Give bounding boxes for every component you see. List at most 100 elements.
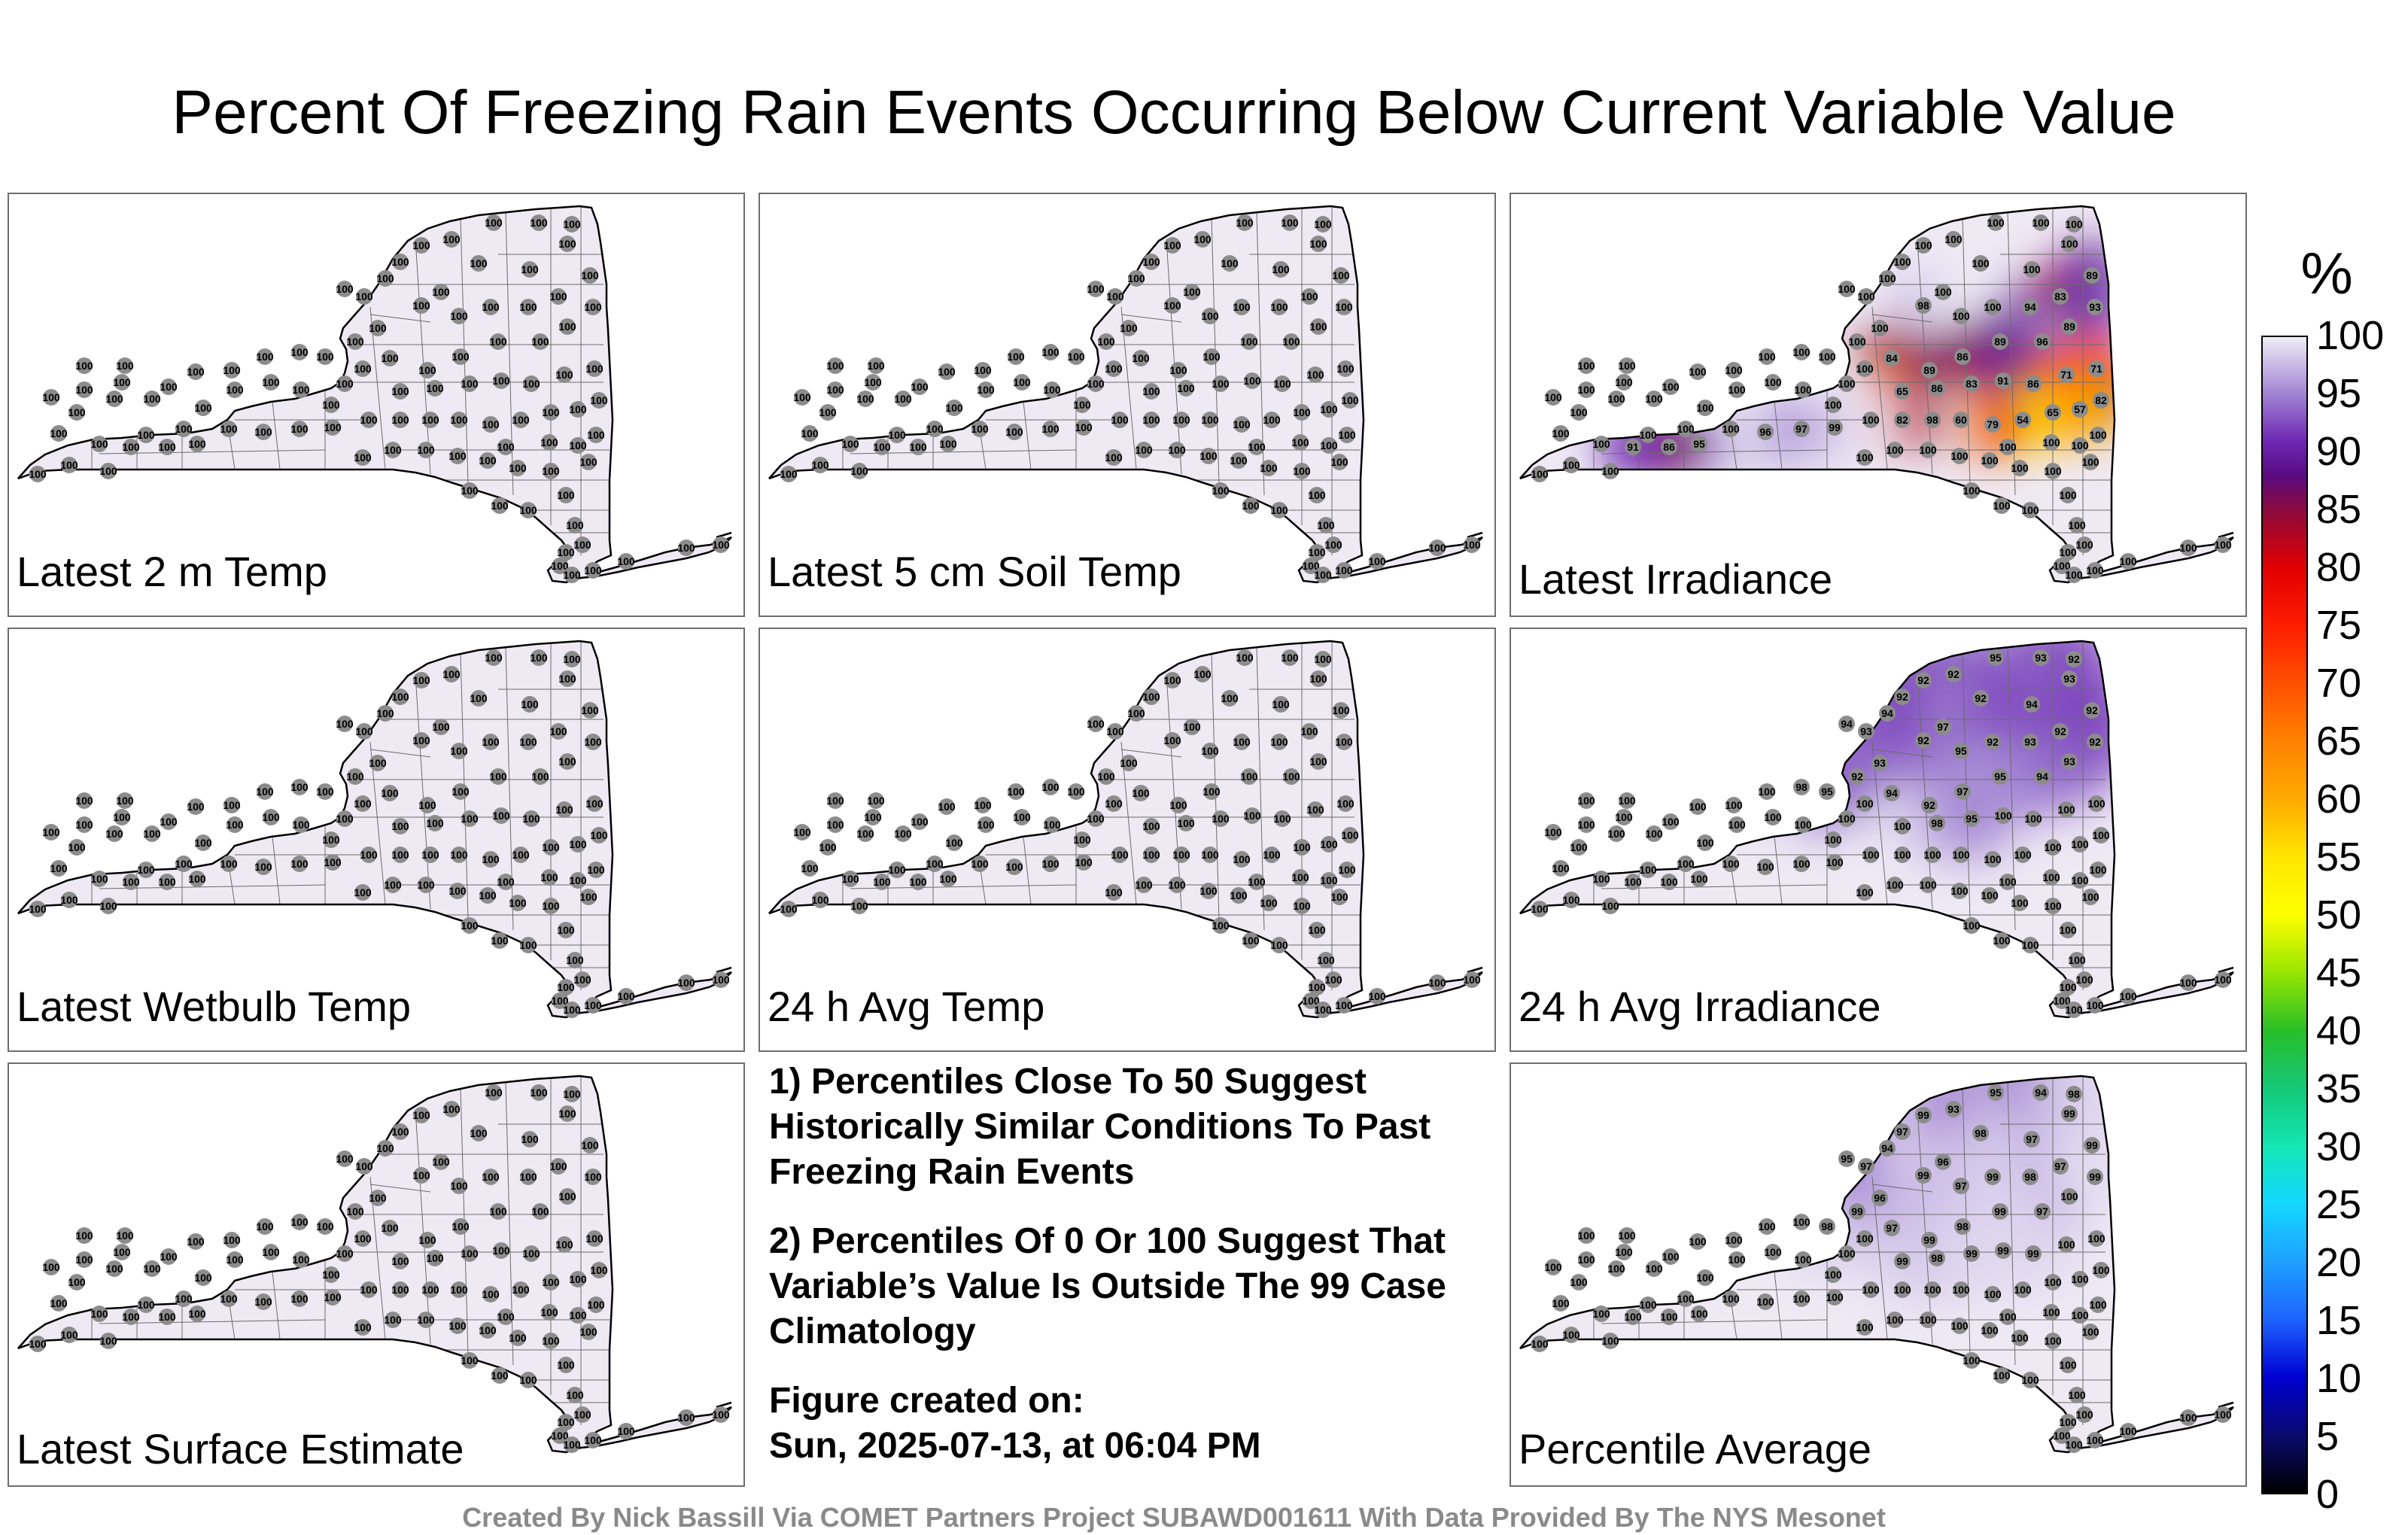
station-marker: 100 bbox=[160, 1248, 178, 1265]
station-marker: 100 bbox=[2071, 836, 2089, 853]
station-value: 100 bbox=[1163, 239, 1181, 251]
station-value: 100 bbox=[2044, 841, 2062, 853]
station-value: 100 bbox=[1552, 862, 1570, 874]
station-marker: 100 bbox=[450, 1178, 468, 1194]
station-value: 100 bbox=[1981, 1324, 1999, 1336]
station-value: 100 bbox=[2059, 546, 2077, 558]
station-value: 100 bbox=[531, 336, 549, 348]
station-marker: 86 bbox=[2025, 375, 2042, 392]
station-marker: 100 bbox=[1792, 856, 1811, 872]
station-value: 100 bbox=[2087, 798, 2105, 810]
station-marker: 100 bbox=[1293, 463, 1311, 479]
station-marker: 100 bbox=[584, 997, 602, 1014]
station-marker: 100 bbox=[2086, 997, 2104, 1014]
station-marker: 100 bbox=[461, 1245, 479, 1262]
station-marker: 100 bbox=[530, 649, 548, 666]
station-marker: 100 bbox=[479, 1322, 497, 1339]
station-value: 100 bbox=[557, 546, 575, 558]
station-value: 100 bbox=[290, 1216, 309, 1228]
station-marker: 94 bbox=[2023, 696, 2040, 713]
station-value: 100 bbox=[391, 820, 409, 832]
station-value: 100 bbox=[354, 363, 372, 375]
station-marker: 100 bbox=[226, 381, 244, 398]
station-marker: 100 bbox=[391, 383, 409, 400]
station-marker: 100 bbox=[461, 1352, 479, 1369]
station-value: 100 bbox=[1660, 876, 1678, 888]
station-value: 100 bbox=[1531, 468, 1549, 480]
station-marker: 100 bbox=[2011, 895, 2029, 911]
station-value: 100 bbox=[223, 799, 241, 811]
station-value: 100 bbox=[826, 795, 844, 807]
station-value: 100 bbox=[563, 653, 581, 665]
station-marker: 100 bbox=[1577, 381, 1595, 398]
station-value: 99 bbox=[1997, 1245, 2009, 1257]
station-value: 100 bbox=[450, 414, 468, 426]
station-value: 100 bbox=[856, 828, 874, 840]
panel-label: Latest Irradiance bbox=[1519, 555, 1833, 603]
station-value: 92 bbox=[1987, 736, 1999, 748]
station-marker: 100 bbox=[1233, 734, 1251, 750]
colorbar-tick-label: 30 bbox=[2316, 1124, 2362, 1169]
station-marker: 100 bbox=[1324, 536, 1342, 553]
station-value: 100 bbox=[60, 459, 78, 471]
station-marker: 100 bbox=[1552, 1295, 1570, 1312]
station-marker: 100 bbox=[1645, 825, 1663, 842]
station-marker: 100 bbox=[1764, 809, 1782, 825]
station-marker: 100 bbox=[1987, 214, 2005, 231]
station-marker: 100 bbox=[391, 1123, 409, 1140]
station-marker: 100 bbox=[2044, 1333, 2062, 1349]
station-marker: 100 bbox=[1201, 308, 1219, 324]
station-marker: 82 bbox=[2093, 392, 2109, 409]
station-marker: 100 bbox=[2065, 216, 2083, 233]
station-marker: 99 bbox=[1992, 1203, 2008, 1220]
station-value: 100 bbox=[194, 402, 212, 414]
station-marker: 100 bbox=[1689, 1233, 1707, 1250]
station-value: 100 bbox=[188, 873, 206, 885]
station-marker: 100 bbox=[1212, 482, 1230, 499]
station-value: 100 bbox=[530, 217, 548, 229]
station-marker: 100 bbox=[585, 1230, 604, 1247]
station-value: 100 bbox=[888, 429, 906, 441]
station-value: 100 bbox=[1728, 819, 1746, 831]
station-marker: 96 bbox=[1757, 424, 1774, 440]
station-marker: 100 bbox=[50, 860, 68, 877]
station-value: 100 bbox=[470, 1127, 488, 1139]
station-marker: 100 bbox=[939, 871, 957, 887]
station-marker: 100 bbox=[412, 1167, 430, 1184]
station-marker: 100 bbox=[519, 937, 537, 953]
station-marker: 94 bbox=[1884, 785, 1900, 801]
map-panel-latest-wetbulb-temp: 100 100 100 100 100 100 100 100 100 100 100 100 100 1… bbox=[8, 628, 745, 1052]
station-value: 100 bbox=[122, 441, 140, 453]
station-value: 100 bbox=[1183, 286, 1201, 298]
station-marker: 100 bbox=[1601, 463, 1619, 479]
station-marker: 100 bbox=[1722, 1290, 1740, 1307]
station-marker: 100 bbox=[1570, 1274, 1588, 1290]
station-marker: 100 bbox=[1075, 854, 1093, 871]
station-marker: 100 bbox=[417, 1312, 435, 1328]
station-marker: 100 bbox=[2042, 1304, 2060, 1321]
station-value: 100 bbox=[1838, 378, 1856, 390]
station-value: 100 bbox=[1306, 804, 1324, 816]
station-marker: 100 bbox=[489, 333, 507, 350]
station-value: 100 bbox=[369, 1192, 387, 1204]
station-value: 100 bbox=[1172, 849, 1190, 861]
station-value: 100 bbox=[68, 406, 86, 418]
station-value: 100 bbox=[780, 903, 798, 915]
station-marker: 92 bbox=[1921, 797, 1938, 813]
station-value: 100 bbox=[256, 786, 274, 798]
station-value: 100 bbox=[1336, 798, 1354, 810]
station-value: 100 bbox=[1142, 256, 1160, 268]
station-marker: 100 bbox=[1281, 214, 1299, 231]
station-marker: 99 bbox=[1894, 1253, 1911, 1269]
station-marker: 100 bbox=[417, 442, 435, 458]
station-marker: 100 bbox=[1919, 442, 1937, 458]
station-value: 100 bbox=[1168, 444, 1186, 456]
station-value: 98 bbox=[1926, 414, 1938, 426]
station-value: 100 bbox=[2179, 542, 2197, 554]
station-value: 100 bbox=[1544, 1261, 1562, 1273]
station-value: 100 bbox=[850, 900, 868, 912]
station-value: 100 bbox=[2092, 1264, 2110, 1276]
station-value: 93 bbox=[2035, 652, 2047, 664]
station-value: 100 bbox=[2119, 1425, 2137, 1437]
station-marker: 92 bbox=[2087, 734, 2103, 750]
